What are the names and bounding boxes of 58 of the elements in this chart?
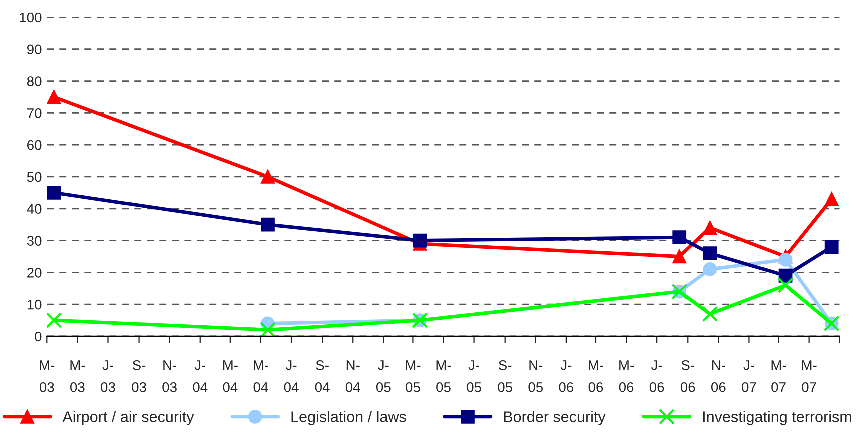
point <box>703 221 718 235</box>
y-tick-label: 10 <box>28 300 42 310</box>
point <box>672 230 687 245</box>
x-tick-label: M- 05 <box>436 360 452 392</box>
point <box>261 170 275 184</box>
legend-label: Investigating terrorism <box>704 411 852 426</box>
x-tick-label: J- 06 <box>650 360 664 392</box>
point <box>778 252 793 267</box>
y-tick-label: 20 <box>28 268 42 278</box>
x-tick-label: S- 03 <box>132 360 146 392</box>
point <box>672 250 687 264</box>
point <box>47 186 62 200</box>
x-tick-label: N- 03 <box>162 360 177 392</box>
x-tick-label: M- 06 <box>588 360 604 392</box>
point <box>47 90 62 104</box>
y-tick-label: 70 <box>28 108 42 118</box>
y-tick-label: 80 <box>27 76 42 86</box>
point <box>778 277 794 294</box>
point <box>703 246 718 260</box>
x-tick-label: J- 07 <box>742 360 756 392</box>
x-tick-label: S- 05 <box>498 360 512 392</box>
x-tick-label: J- 03 <box>101 360 116 392</box>
x-tick-label: M- 05 <box>406 360 421 392</box>
x-tick-label: M- 07 <box>772 360 786 392</box>
x-tick-label: M- 04 <box>254 360 268 392</box>
x-tick-label: N- 04 <box>346 360 360 392</box>
y-tick-label: 100 <box>20 12 42 23</box>
x-tick-label: J- 06 <box>559 360 574 392</box>
point <box>261 218 275 232</box>
x-tick-label: S- 04 <box>315 360 330 392</box>
x-tick-label: J- 04 <box>284 360 299 392</box>
point <box>47 312 62 329</box>
y-tick-label: 40 <box>27 204 42 214</box>
x-tick-label: N- 06 <box>711 360 726 392</box>
point <box>260 322 276 336</box>
y-tick-label: 90 <box>27 44 42 55</box>
x-tick-label: M- 07 <box>802 360 817 392</box>
y-tick-label: 60 <box>28 140 42 150</box>
point <box>413 234 428 248</box>
x-tick-label: M- 04 <box>223 360 238 392</box>
legend-label: Legislation / laws <box>292 411 406 426</box>
legend-label: Airport / air security <box>62 411 194 426</box>
x-tick-label: J- 05 <box>376 360 391 392</box>
x-tick-label: M- 03 <box>70 360 86 392</box>
point <box>702 306 718 322</box>
x-tick-label: J- 04 <box>193 360 208 392</box>
y-tick-label: 50 <box>27 172 42 182</box>
x-tick-label: M- 06 <box>619 360 634 392</box>
point <box>824 240 839 254</box>
y-tick-label: 0 <box>35 332 42 342</box>
y-tick-label: 30 <box>27 236 42 246</box>
legend-label: Border security <box>504 411 606 426</box>
x-tick-label: N- 05 <box>528 360 544 392</box>
x-tick-label: S- 06 <box>680 360 696 392</box>
point <box>703 262 718 276</box>
x-tick-label: M- 03 <box>40 360 55 392</box>
point <box>824 192 839 206</box>
x-tick-label: J- 05 <box>467 360 482 392</box>
